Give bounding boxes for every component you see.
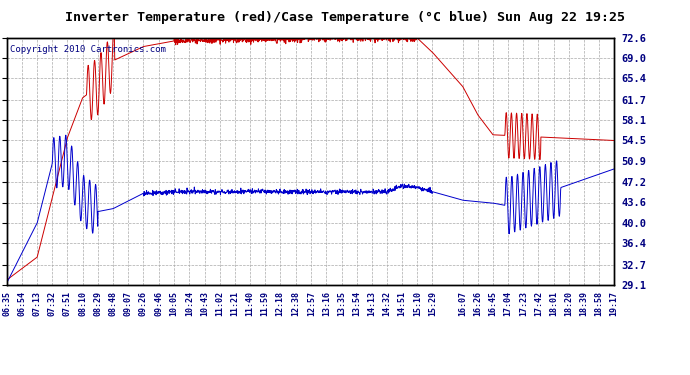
Text: Inverter Temperature (red)/Case Temperature (°C blue) Sun Aug 22 19:25: Inverter Temperature (red)/Case Temperat…	[65, 11, 625, 24]
Text: Copyright 2010 Cartronics.com: Copyright 2010 Cartronics.com	[10, 45, 166, 54]
